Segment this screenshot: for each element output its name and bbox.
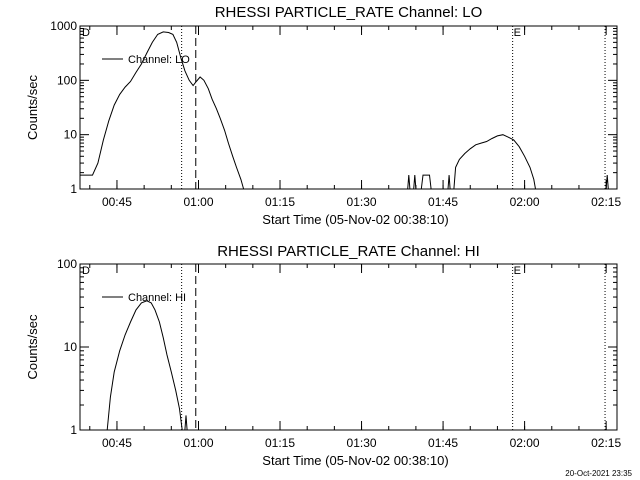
- x-tick-label: 02:15: [591, 195, 621, 209]
- y-tick-label: 10: [64, 340, 78, 354]
- x-tick-label: 02:15: [591, 436, 621, 450]
- chart-title: RHESSI PARTICLE_RATE Channel: HI: [217, 243, 480, 260]
- chart-panel-1: RHESSI PARTICLE_RATE Channel: LO 1 10 100 10…: [25, 4, 621, 227]
- x-axis-label: Start Time (05-Nov-02 00:38:10): [262, 212, 448, 227]
- time-marker-label: E: [514, 265, 521, 277]
- x-tick-label: 01:30: [347, 436, 377, 450]
- series-line-lo: [413, 175, 417, 190]
- chart-title: RHESSI PARTICLE_RATE Channel: LO: [215, 4, 483, 21]
- x-tick-label: 01:15: [265, 195, 295, 209]
- y-tick-label: 1: [70, 182, 77, 196]
- chart-panel-2: RHESSI PARTICLE_RATE Channel: HI 1 10 100 00…: [25, 243, 621, 468]
- x-tick-label: 01:30: [347, 195, 377, 209]
- x-tick-label: 01:45: [428, 195, 458, 209]
- corner-marker-label: D: [82, 265, 90, 277]
- legend-label: Channel: HI: [128, 292, 186, 304]
- y-axis-label: Counts/sec: [25, 74, 40, 140]
- x-tick-label: 02:00: [510, 195, 540, 209]
- x-tick-label: 01:00: [183, 195, 213, 209]
- x-axis-label: Start Time (05-Nov-02 00:38:10): [262, 453, 448, 468]
- corner-marker-label: D: [82, 27, 90, 39]
- x-tick-label: 02:00: [510, 436, 540, 450]
- y-axis-label: Counts/sec: [25, 314, 40, 380]
- legend-label: Channel: LO: [128, 54, 190, 66]
- x-tick-label: 00:45: [102, 436, 132, 450]
- plot-frame: [79, 263, 618, 431]
- series-line-hi: [184, 415, 188, 431]
- y-tick-label: 100: [57, 257, 77, 271]
- x-tick-label: 00:45: [102, 195, 132, 209]
- x-tick-label: 01:45: [428, 436, 458, 450]
- series-line-hi: [106, 300, 183, 431]
- time-marker-label: E: [514, 27, 521, 39]
- series-line-lo: [407, 175, 411, 190]
- plot-frame: [79, 25, 618, 190]
- timestamp-stamp: 20-Oct-2021 23:35: [565, 469, 632, 478]
- x-tick-label: 01:00: [183, 436, 213, 450]
- y-tick-label: 10: [64, 128, 78, 142]
- y-tick-label: 100: [57, 73, 77, 87]
- y-tick-label: 1000: [50, 19, 77, 33]
- series-line-lo: [447, 175, 451, 190]
- y-tick-label: 1: [70, 423, 77, 437]
- series-line-lo: [453, 134, 536, 190]
- x-tick-label: 01:15: [265, 436, 295, 450]
- series-line-lo: [420, 174, 432, 190]
- series-line-lo: [605, 175, 609, 190]
- series-line-lo: [80, 31, 245, 190]
